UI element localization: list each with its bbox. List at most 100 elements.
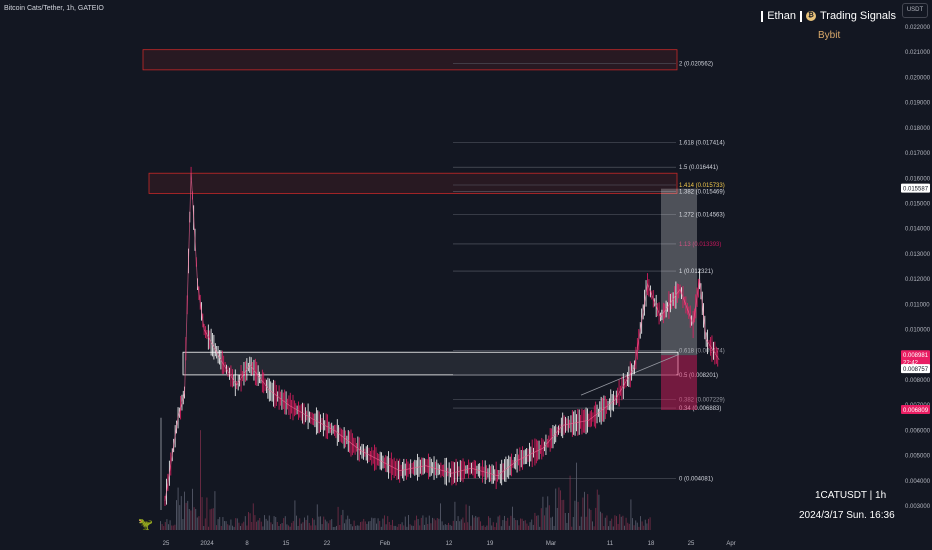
volume-bar xyxy=(369,521,371,530)
price-tick: 0.010000 xyxy=(905,328,931,334)
time-tick: 25 xyxy=(163,541,170,547)
volume-bar xyxy=(196,517,198,530)
volume-bar xyxy=(371,517,373,530)
volume-bar xyxy=(569,475,571,530)
volume-bar xyxy=(459,521,461,530)
volume-bar xyxy=(348,518,350,530)
volume-bar xyxy=(628,523,630,530)
volume-bar xyxy=(640,516,641,530)
time-tick: 2024 xyxy=(200,541,214,547)
tradingview-logo-icon[interactable]: 🦖 xyxy=(138,517,153,531)
volume-bar xyxy=(632,518,633,530)
price-tick: 0.022000 xyxy=(905,25,931,31)
volume-bar xyxy=(617,523,619,530)
volume-bar xyxy=(366,523,368,530)
volume-bar xyxy=(243,521,245,530)
volume-bar xyxy=(198,516,200,530)
volume-bar xyxy=(433,518,435,530)
volume-bar xyxy=(385,524,387,530)
bar-icon xyxy=(799,10,802,22)
volume-bar xyxy=(187,500,189,530)
volume-bar xyxy=(184,491,185,530)
volume-bar xyxy=(246,525,248,530)
volume-bar xyxy=(536,515,537,530)
volume-bar xyxy=(273,516,275,530)
volume-bar xyxy=(555,488,557,530)
fib-label: 1.618 (0.017414) xyxy=(679,141,725,147)
volume-bar xyxy=(224,521,225,530)
symbol-title[interactable]: Bitcoin Cats/Tether, 1h, GATEIO xyxy=(4,5,104,12)
volume-bar xyxy=(185,502,187,530)
volume-bar xyxy=(251,522,253,530)
volume-bar xyxy=(475,515,477,530)
volume-bar xyxy=(260,521,262,530)
volume-bar xyxy=(270,522,272,530)
volume-bar xyxy=(523,520,525,530)
volume-bar xyxy=(408,515,409,530)
volume-bar xyxy=(180,496,182,530)
volume-bar xyxy=(286,524,288,530)
volume-bar xyxy=(248,512,249,530)
fib-label: 1.382 (0.015469) xyxy=(679,190,725,196)
brand-watermark: Ethan ₿ Trading Signals xyxy=(761,10,896,22)
volume-bar xyxy=(539,526,541,530)
volume-bar xyxy=(462,517,464,530)
volume-bar xyxy=(609,520,611,530)
price-axis[interactable]: 0.022000 0.021000 0.020000 0.019000 0.018000… xyxy=(901,25,931,510)
support-zone xyxy=(182,351,679,376)
volume-bar xyxy=(323,516,325,530)
volume-bar xyxy=(364,521,366,530)
time-axis[interactable]: 25 2024 8 15 22 Feb 12 19 Mar 11 18 25 Apr xyxy=(163,541,736,547)
volume-bar xyxy=(376,523,377,530)
volume-bar xyxy=(534,512,536,530)
volume-bar xyxy=(548,505,550,530)
volume-bar xyxy=(633,525,635,530)
volume-bar xyxy=(432,517,433,530)
volume-bar xyxy=(612,526,614,530)
volume-bar xyxy=(540,508,542,530)
volume-bar xyxy=(320,516,321,530)
volume-bar xyxy=(312,518,313,530)
volume-bar xyxy=(484,526,486,530)
volume-bar xyxy=(588,508,590,530)
volume-bar xyxy=(526,523,528,530)
volume-bar xyxy=(233,526,235,530)
volume-bar xyxy=(460,519,462,530)
volume-bar xyxy=(601,513,603,530)
brand-right-label: Trading Signals xyxy=(819,10,896,22)
price-label: 0.008981 xyxy=(903,353,929,359)
volume-bar xyxy=(643,525,645,530)
volume-bar xyxy=(177,487,179,530)
volume-bar xyxy=(235,518,237,530)
volume-bar xyxy=(648,518,649,530)
volume-bar xyxy=(241,523,243,530)
volume-bar xyxy=(193,507,195,530)
volume-bar xyxy=(476,517,478,530)
volume-bar xyxy=(619,514,621,530)
price-tick: 0.020000 xyxy=(905,75,931,81)
price-label-bg xyxy=(901,404,930,414)
volume-bar xyxy=(553,525,555,530)
volume-bar xyxy=(310,525,312,530)
volume-bar xyxy=(342,509,344,530)
volume-bar xyxy=(566,522,568,530)
volume-bar xyxy=(297,525,299,530)
volume-bar xyxy=(574,500,576,530)
volume-bar xyxy=(276,521,278,530)
volume-bar xyxy=(336,525,337,530)
volume-bar xyxy=(592,521,593,530)
currency-badge[interactable]: USDT xyxy=(902,3,928,18)
volume-bar xyxy=(363,518,365,530)
volume-bar xyxy=(206,497,208,530)
volume-bar xyxy=(296,515,297,530)
coin-icon: ₿ xyxy=(805,11,816,21)
volume-bar xyxy=(204,518,206,530)
volume-bar xyxy=(590,509,592,530)
volume-bar xyxy=(398,524,400,530)
fib-label: 1.414 (0.015733) xyxy=(679,183,725,189)
time-tick: Feb xyxy=(380,541,391,547)
price-tick: 0.003000 xyxy=(905,504,931,510)
volume-bar xyxy=(568,512,569,530)
volume-bar xyxy=(411,525,413,530)
